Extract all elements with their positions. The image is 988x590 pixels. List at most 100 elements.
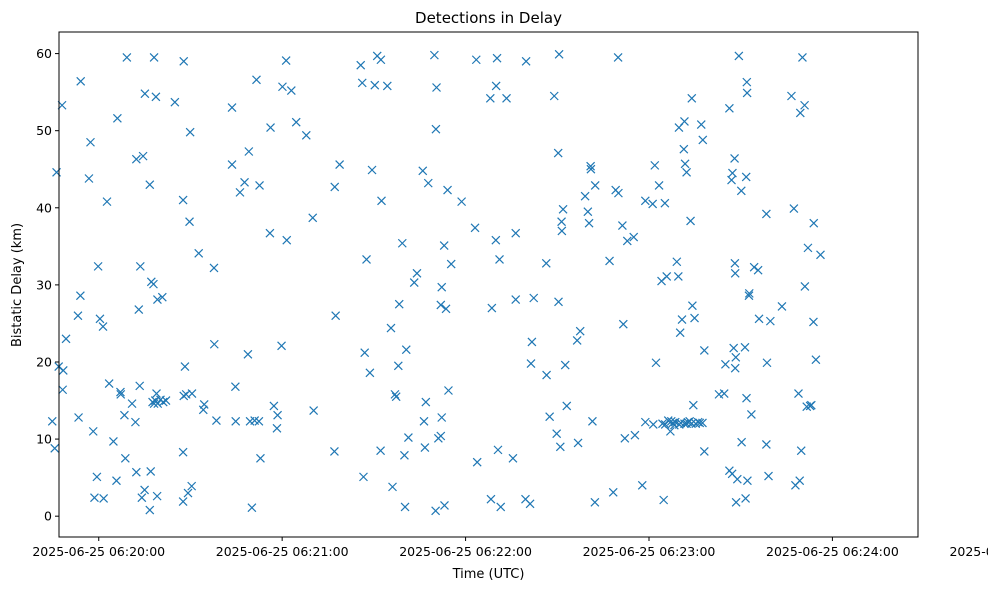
data-point xyxy=(278,82,287,92)
data-point xyxy=(744,291,754,301)
data-point xyxy=(553,148,563,158)
data-point xyxy=(247,503,257,513)
data-point xyxy=(648,420,658,429)
data-point xyxy=(134,305,144,314)
data-point xyxy=(131,467,141,477)
data-point xyxy=(584,218,594,228)
data-point xyxy=(145,180,155,190)
data-point xyxy=(675,328,685,338)
data-point xyxy=(572,335,582,345)
data-point xyxy=(798,53,807,62)
data-point xyxy=(741,172,751,182)
data-point xyxy=(699,446,709,456)
data-point xyxy=(806,400,816,410)
data-point xyxy=(360,348,370,358)
data-point xyxy=(677,315,687,325)
data-point xyxy=(116,387,125,397)
data-point xyxy=(659,495,669,505)
data-point xyxy=(74,413,83,422)
data-point xyxy=(622,236,632,246)
data-point xyxy=(116,389,126,399)
data-point xyxy=(526,359,536,368)
data-point xyxy=(542,370,552,380)
data-point xyxy=(457,197,467,207)
data-point xyxy=(608,487,618,497)
data-point xyxy=(529,293,539,303)
data-point xyxy=(421,397,431,407)
data-point xyxy=(377,196,386,206)
data-point xyxy=(777,302,787,311)
data-point xyxy=(265,228,275,238)
data-point xyxy=(698,135,708,145)
data-point xyxy=(436,431,446,441)
data-point xyxy=(153,399,163,409)
data-point xyxy=(742,77,752,87)
data-point xyxy=(765,316,775,326)
data-point xyxy=(47,416,57,426)
data-point xyxy=(309,406,319,415)
data-point xyxy=(199,399,209,409)
data-point xyxy=(209,263,219,273)
data-point xyxy=(198,405,208,415)
data-point xyxy=(493,445,503,455)
data-point xyxy=(243,349,253,359)
data-point xyxy=(687,93,697,103)
data-point xyxy=(209,339,219,349)
ticks-group: 0 10 20 30 40 50 60 2025-06-25 06:20:00 2025-06-… xyxy=(32,46,988,559)
data-point xyxy=(235,187,245,197)
data-point xyxy=(140,485,150,495)
data-point xyxy=(511,295,521,304)
data-point xyxy=(640,196,650,206)
data-point xyxy=(761,440,771,449)
data-point xyxy=(400,502,410,512)
data-point xyxy=(58,385,68,395)
data-point xyxy=(240,177,249,187)
data-point xyxy=(393,361,403,371)
data-point xyxy=(527,337,537,347)
data-point xyxy=(95,314,105,324)
data-point xyxy=(137,493,147,503)
data-point xyxy=(470,223,480,233)
data-point xyxy=(502,93,511,103)
chart-title: Detections in Delay xyxy=(415,9,562,27)
data-point xyxy=(762,358,772,368)
data-point xyxy=(98,322,108,331)
data-point xyxy=(580,191,590,201)
data-point xyxy=(335,160,345,170)
data-point xyxy=(227,160,237,170)
data-point xyxy=(149,53,159,62)
data-point xyxy=(690,313,699,323)
data-point xyxy=(179,391,189,401)
data-point xyxy=(127,399,137,409)
data-point xyxy=(308,213,318,223)
data-point xyxy=(187,481,197,491)
data-point xyxy=(485,93,495,103)
data-point xyxy=(151,92,161,102)
markers-group xyxy=(47,49,825,516)
data-point xyxy=(382,81,392,91)
data-point xyxy=(754,314,764,324)
data-point xyxy=(153,295,162,304)
data-point xyxy=(761,209,771,219)
data-point xyxy=(800,100,810,110)
data-point xyxy=(491,235,501,245)
data-point xyxy=(403,433,413,442)
data-point xyxy=(660,198,670,208)
data-point xyxy=(746,409,756,419)
data-point xyxy=(554,297,563,307)
data-point xyxy=(680,159,690,169)
data-point xyxy=(637,480,647,490)
data-point xyxy=(273,410,282,420)
data-point xyxy=(149,399,159,409)
data-point xyxy=(640,417,650,427)
data-point xyxy=(419,416,429,426)
data-point xyxy=(742,476,752,486)
data-point xyxy=(441,304,451,314)
data-point xyxy=(495,255,504,264)
data-point xyxy=(86,137,95,147)
data-point xyxy=(658,419,667,429)
data-point xyxy=(281,56,291,65)
data-point xyxy=(749,262,759,272)
data-point xyxy=(135,381,145,391)
data-point xyxy=(444,386,453,395)
